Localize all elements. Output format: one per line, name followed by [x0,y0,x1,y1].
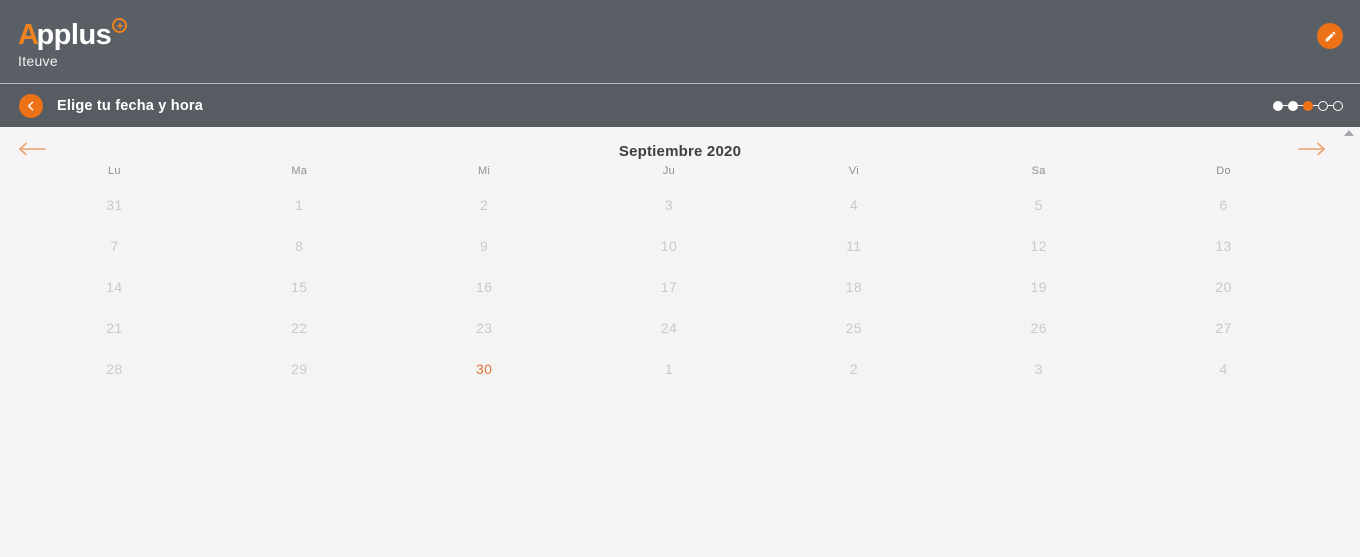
calendar-day: 16 [475,278,493,295]
calendar-day: 4 [849,197,858,214]
calendar-day: 28 [106,360,123,377]
calendar-day: 1 [295,197,304,214]
step-dot-1 [1273,100,1283,111]
brand-rest: pplus [36,19,112,51]
calendar-day: 13 [1215,238,1232,255]
plus-circle-icon: + [112,18,128,33]
progress-stepper [1273,100,1343,111]
calendar-day: 25 [845,319,863,336]
calendar-day: 29 [291,360,308,377]
calendar-day: 18 [845,278,863,295]
calendar-day: 22 [291,319,308,336]
step-connector [1313,104,1318,107]
calendar-day: 6 [1219,197,1228,214]
calendar-day: 9 [480,238,489,255]
calendar-grid: 31 1 2 3 4 5 6 7 8 9 10 11 12 13 14 15 16 17 18 19 20 21 22 23 2… [22,185,1316,389]
weekday-label: Vi [848,165,859,177]
arrow-right-icon [1298,142,1326,159]
step-dot-5 [1333,100,1343,111]
scrollbar-up-arrow[interactable] [1344,130,1354,136]
calendar-day: 27 [1215,319,1232,336]
calendar-day: 11 [846,238,862,255]
brand-subtitle: Iteuve [18,53,58,69]
edit-button[interactable] [1317,23,1343,49]
brand-wordmark: Applus + [18,18,1360,50]
step-connector [1298,104,1303,107]
step-header: Elige tu fecha y hora [0,84,1360,127]
brand-letter-a: A [18,19,39,51]
weekday-label: Sa [1031,165,1046,177]
calendar-day: 17 [660,278,678,295]
applus-logo: Applus + Iteuve [18,18,1360,68]
calendar-day: 21 [106,319,123,336]
weekday-label: Do [1216,165,1231,177]
step-connector [1328,104,1333,107]
calendar-nav-row: Septiembre 2020 [0,139,1360,161]
calendar-day: 23 [475,319,493,336]
weekday-label: Ma [291,165,308,177]
pencil-icon [1324,30,1337,43]
calendar-day: 3 [664,197,674,214]
calendar-day[interactable]: 30 [475,360,493,377]
step-dot-4 [1318,100,1328,111]
chevron-left-icon [25,100,37,112]
month-title: Septiembre 2020 [618,143,742,160]
back-button[interactable] [19,93,43,118]
weekday-label: Ju [662,165,676,177]
calendar-day: 10 [660,238,678,255]
calendar-day: 7 [110,238,119,255]
weekday-header-row: Lu Ma Mi Ju Vi Sa Do [22,165,1316,177]
weekday-label: Lu [108,165,121,177]
calendar-panel: Septiembre 2020 Lu Ma Mi Ju Vi Sa Do 31 1 2 3 4 5 6 7… [0,127,1360,556]
calendar-day: 20 [1215,278,1232,295]
calendar-day: 4 [1219,360,1228,377]
calendar-day: 2 [849,360,858,377]
weekday-label: Mi [478,165,491,177]
app-header: Applus + Iteuve [0,0,1360,84]
calendar-day: 2 [480,197,489,214]
calendar-day: 12 [1030,238,1047,255]
step-dot-3 [1303,100,1313,111]
calendar-day: 15 [291,278,308,295]
calendar-day: 3 [1034,360,1043,377]
calendar-day: 26 [1030,319,1047,336]
calendar-day: 19 [1030,278,1047,295]
step-connector [1283,104,1288,107]
next-month-button[interactable] [1298,142,1326,156]
prev-month-button[interactable] [18,142,46,156]
calendar-day: 1 [664,360,674,377]
page-title: Elige tu fecha y hora [57,97,204,114]
arrow-left-icon [18,142,46,159]
calendar-day: 8 [295,238,304,255]
calendar-day: 31 [106,197,123,214]
calendar-day: 24 [660,319,678,336]
calendar-day: 14 [106,278,123,295]
step-dot-2 [1288,100,1298,111]
calendar-day: 5 [1034,197,1043,214]
